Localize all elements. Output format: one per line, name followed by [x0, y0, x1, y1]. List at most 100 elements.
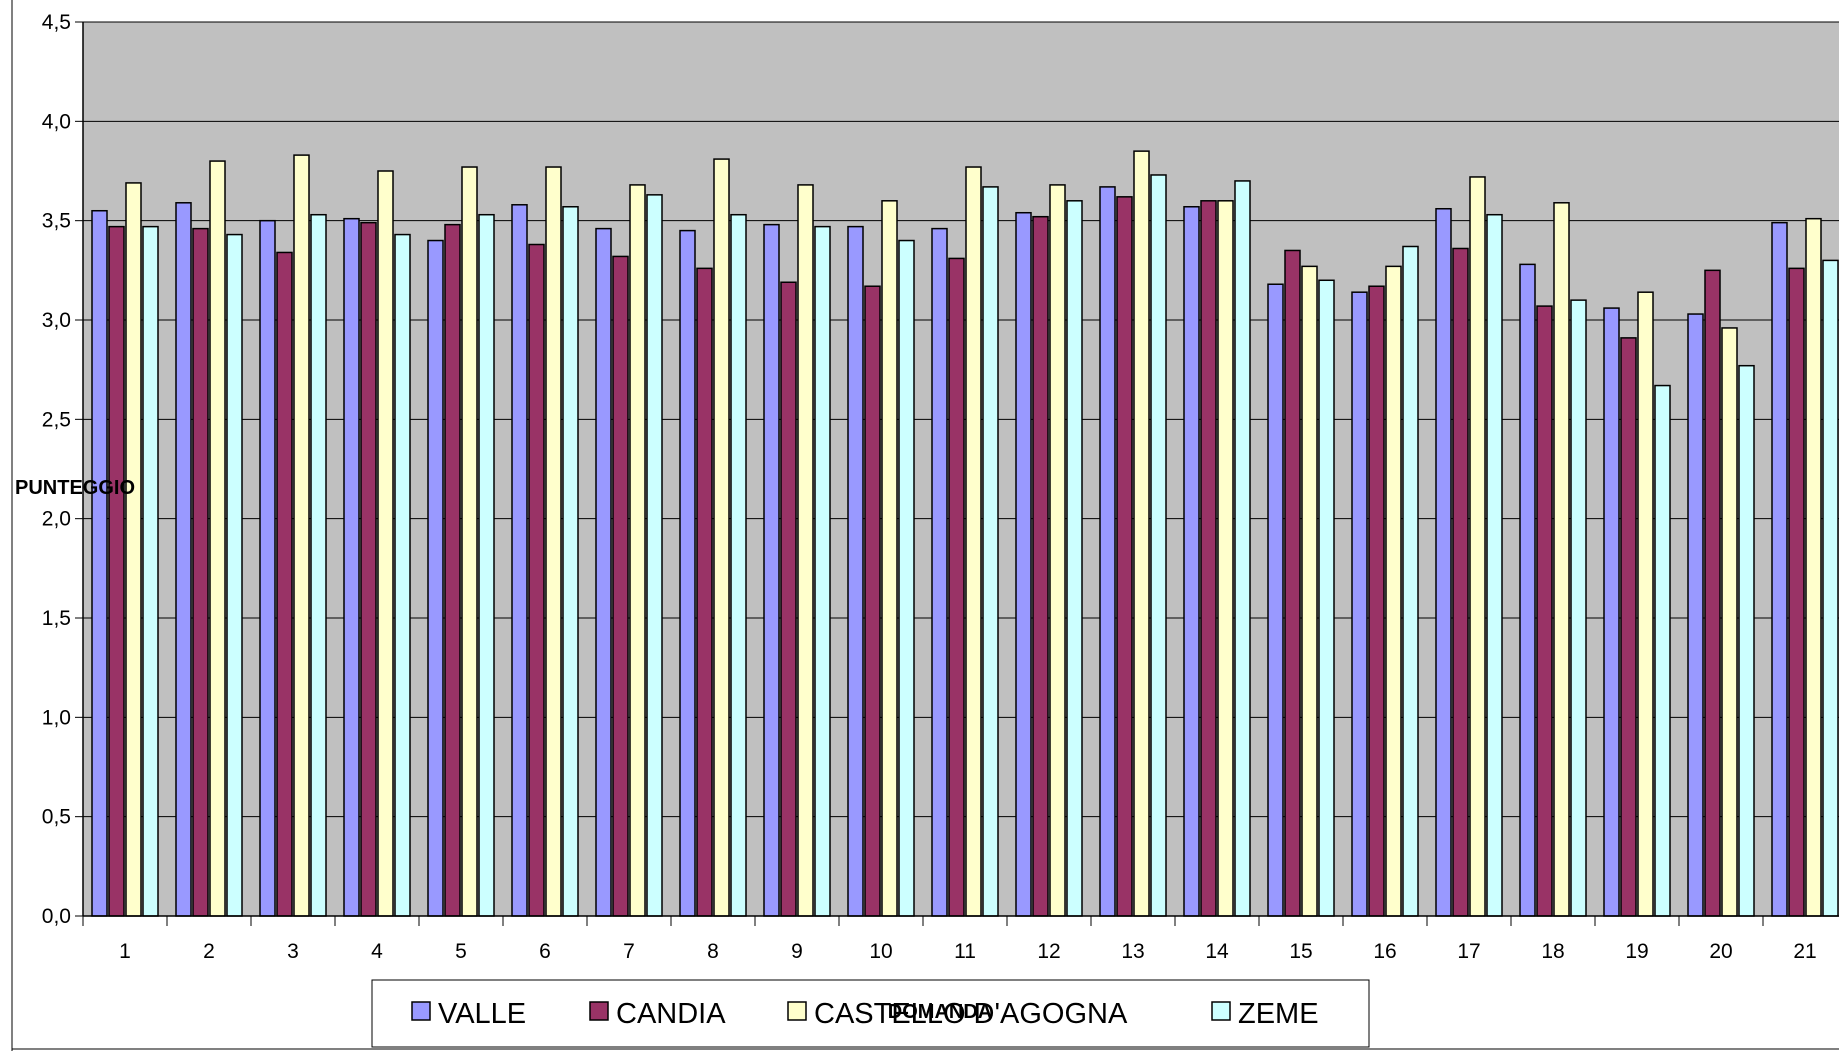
- legend-items: VALLE CANDIA CASTELLO D'AGOGNA ZEME: [411, 998, 1319, 1030]
- bar-valle-15: [1267, 283, 1284, 917]
- bar-candia-14: [1200, 200, 1217, 917]
- bar-valle-3: [259, 219, 276, 917]
- bar-valle-17: [1435, 207, 1452, 917]
- legend-swatch: [589, 1001, 609, 1021]
- bar-valle-14: [1183, 206, 1200, 917]
- x-tick-label: 4: [371, 940, 383, 963]
- bar-candia-21: [1788, 267, 1805, 917]
- x-tick-label: 6: [539, 940, 551, 963]
- x-tick-label: 15: [1289, 940, 1312, 963]
- bar-valle-6: [511, 204, 528, 917]
- bar-candia-5: [444, 223, 461, 917]
- bar-valle-12: [1015, 211, 1032, 917]
- y-axis-title: PUNTEGGIO: [15, 477, 135, 499]
- bar-valle-11: [931, 227, 948, 917]
- legend-swatch: [787, 1001, 807, 1021]
- bar-castello-d-agogna-14: [1217, 200, 1234, 917]
- x-tick-label: 19: [1625, 940, 1648, 963]
- legend-swatch: [1211, 1001, 1231, 1021]
- x-tick-label: 14: [1205, 940, 1229, 963]
- bar-valle-9: [763, 223, 780, 917]
- bar-castello-d-agogna-7: [629, 184, 646, 917]
- y-tick-label: 4,0: [42, 110, 71, 133]
- x-tick-label: 8: [707, 940, 719, 963]
- bar-zeme-4: [394, 233, 411, 917]
- bar-candia-8: [696, 267, 713, 917]
- bar-candia-18: [1536, 305, 1553, 917]
- bar-castello-d-agogna-20: [1721, 327, 1738, 917]
- bar-candia-9: [780, 281, 797, 917]
- bar-castello-d-agogna-10: [881, 200, 898, 917]
- bar-candia-4: [360, 221, 377, 917]
- x-tick-label: 2: [203, 940, 215, 963]
- axes: [75, 21, 1839, 926]
- bar-valle-8: [679, 229, 696, 917]
- bar-castello-d-agogna-4: [377, 170, 394, 917]
- bar-castello-d-agogna-21: [1805, 217, 1822, 917]
- y-tick-label: 0,5: [42, 806, 71, 829]
- bar-valle-10: [847, 225, 864, 917]
- x-tick-label: 16: [1373, 940, 1396, 963]
- legend-label: CASTELLO D'AGOGNA: [814, 998, 1128, 1030]
- bar-castello-d-agogna-1: [125, 182, 142, 917]
- bar-valle-2: [175, 202, 192, 917]
- x-tick-label: 11: [954, 940, 976, 963]
- bar-zeme-5: [478, 213, 495, 917]
- bar-candia-17: [1452, 247, 1469, 917]
- x-tick-labels: 1 2 3 4 5 6 7 8 9 10 11 12 13 14 15 16 17 18 19 20 21: [119, 940, 1817, 963]
- bar-zeme-8: [730, 213, 747, 917]
- bars: [91, 150, 1839, 917]
- x-tick-label: 13: [1121, 940, 1144, 963]
- y-tick-label: 2,0: [42, 508, 71, 531]
- bar-candia-11: [948, 257, 965, 917]
- bar-castello-d-agogna-17: [1469, 176, 1486, 917]
- bar-valle-7: [595, 227, 612, 917]
- bar-candia-16: [1368, 285, 1385, 917]
- bar-candia-20: [1704, 269, 1721, 917]
- bar-candia-3: [276, 251, 293, 917]
- bar-valle-16: [1351, 291, 1368, 917]
- legend-box: [371, 979, 1370, 1048]
- bar-zeme-19: [1654, 384, 1671, 917]
- bar-zeme-15: [1318, 279, 1335, 917]
- x-tick-label: 5: [455, 940, 467, 963]
- bar-candia-19: [1620, 337, 1637, 917]
- bar-valle-20: [1687, 313, 1704, 917]
- y-tick-label: 3,0: [42, 309, 71, 332]
- y-tick-label: 4,5: [42, 11, 71, 34]
- x-tick-label: 12: [1037, 940, 1060, 963]
- x-tick-label: 21: [1793, 940, 1816, 963]
- x-tick-label: 3: [287, 940, 299, 963]
- bar-valle-21: [1771, 221, 1788, 917]
- legend-label: VALLE: [438, 998, 526, 1030]
- bar-candia-12: [1032, 215, 1049, 917]
- y-tick-label: 2,5: [42, 408, 71, 431]
- bar-castello-d-agogna-11: [965, 166, 982, 917]
- bar-castello-d-agogna-15: [1301, 265, 1318, 917]
- bar-candia-10: [864, 285, 881, 917]
- x-tick-label: 17: [1457, 940, 1480, 963]
- bar-zeme-3: [310, 213, 327, 917]
- bar-castello-d-agogna-12: [1049, 184, 1066, 917]
- y-tick-label: 3,5: [42, 210, 71, 233]
- x-axis-title: DOMANDA: [888, 1001, 992, 1023]
- bar-zeme-18: [1570, 299, 1587, 917]
- bar-valle-18: [1519, 263, 1536, 917]
- bar-zeme-1: [142, 225, 159, 917]
- bar-zeme-13: [1150, 174, 1167, 917]
- bar-candia-13: [1116, 196, 1133, 917]
- bar-castello-d-agogna-13: [1133, 150, 1150, 917]
- bar-castello-d-agogna-6: [545, 166, 562, 917]
- bar-castello-d-agogna-16: [1385, 265, 1402, 917]
- legend-label: ZEME: [1238, 998, 1319, 1030]
- bar-castello-d-agogna-2: [209, 160, 226, 917]
- bar-zeme-17: [1486, 213, 1503, 917]
- bar-zeme-16: [1402, 245, 1419, 917]
- bar-candia-2: [192, 227, 209, 917]
- bar-zeme-12: [1066, 200, 1083, 917]
- bar-zeme-20: [1738, 364, 1755, 917]
- x-tick-label: 7: [623, 940, 635, 963]
- bar-castello-d-agogna-5: [461, 166, 478, 917]
- x-tick-label: 18: [1541, 940, 1564, 963]
